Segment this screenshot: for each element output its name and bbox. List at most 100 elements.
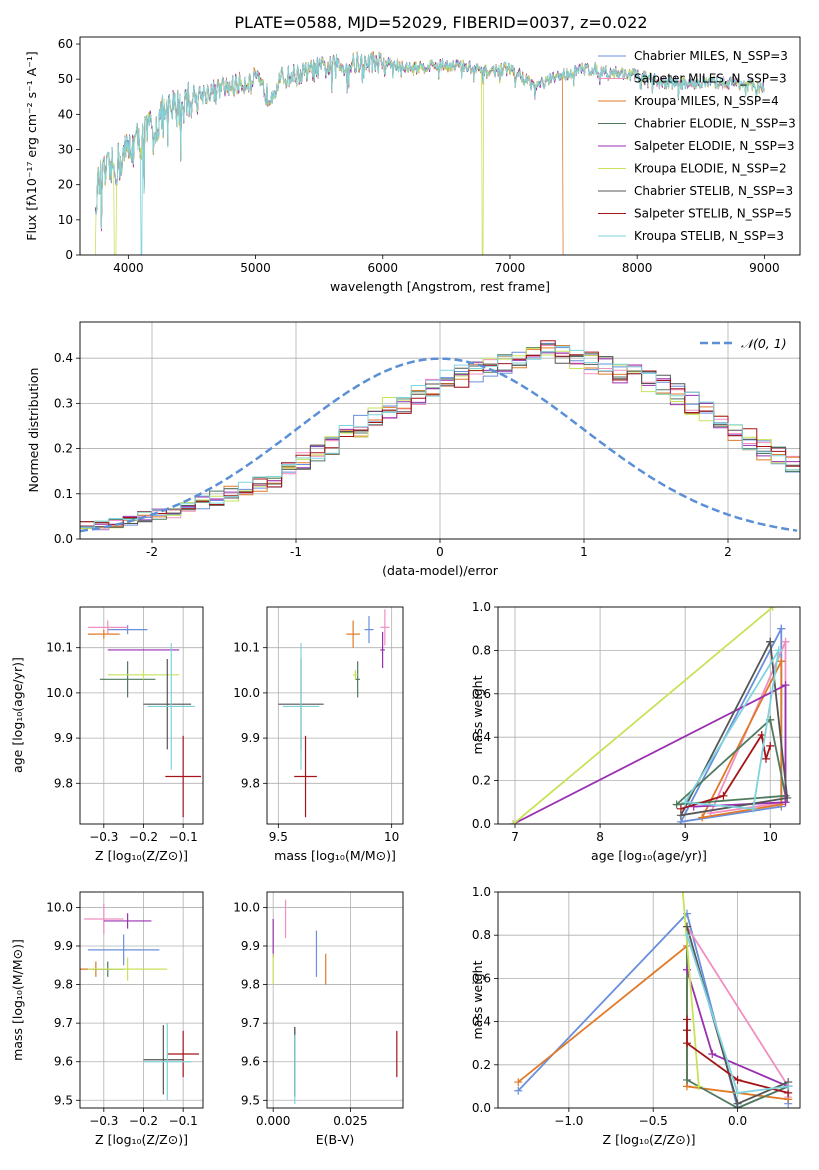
y-tick-label: 0.2 — [54, 442, 73, 456]
x-axis-label: E(B-V) — [316, 1132, 355, 1147]
y-tick-label: 0.6 — [472, 971, 491, 985]
errorbar-point-6 — [87, 957, 168, 981]
y-tick-label: 0.4 — [54, 351, 73, 365]
errorbar-point-3 — [346, 620, 360, 648]
y-axis-label: mass weight — [470, 675, 485, 754]
spectrum-series-3 — [94, 51, 567, 255]
x-tick-label: 7000 — [495, 261, 526, 275]
x-tick-label: −0.2 — [129, 1114, 158, 1128]
panel-2: -2 -1 0 1 2 0.0 0.1 0.2 0.3 0.4 (data-model)/error… — [26, 321, 801, 578]
weight-series-8 — [682, 1015, 793, 1097]
x-tick-label: 2 — [724, 545, 732, 559]
weight-line — [512, 683, 787, 824]
y-tick-label: 9.8 — [241, 776, 260, 790]
x-tick-label: 10 — [763, 830, 778, 844]
weight-series-9 — [681, 646, 783, 813]
x-tick-label: 4000 — [113, 261, 144, 275]
y-tick-label: 9.9 — [54, 939, 73, 953]
weight-marker — [509, 820, 518, 824]
y-tick-label: 9.7 — [241, 1016, 260, 1030]
y-tick-label: 0.3 — [54, 396, 73, 410]
y-tick-label: 9.9 — [241, 939, 260, 953]
x-tick-label: −0.1 — [169, 1114, 198, 1128]
weight-marker — [672, 800, 681, 809]
weight-marker — [698, 813, 707, 822]
y-tick-label: 0.8 — [472, 928, 491, 942]
weight-marker — [781, 798, 790, 807]
y-tick-label: 0.2 — [472, 774, 491, 788]
spectrum-series-9 — [94, 52, 765, 255]
x-tick-label: 0.000 — [256, 1114, 290, 1128]
plot-area — [87, 620, 202, 818]
errorbar-point-7 — [143, 658, 192, 750]
axes-frame — [79, 606, 204, 825]
weight-marker — [761, 754, 770, 763]
x-axis-label: wavelength [Angstrom, rest frame] — [330, 279, 550, 294]
errorbar-point-5 — [380, 631, 385, 669]
axes-frame — [497, 606, 801, 825]
histogram-series-9 — [80, 345, 800, 528]
axes-frame — [497, 891, 801, 1109]
legend-label-3: Kroupa MILES, N_SSP=4 — [634, 94, 779, 108]
errorbar-point-5 — [103, 913, 152, 929]
weight-marker — [733, 1075, 742, 1084]
y-tick-label: 9.9 — [54, 731, 73, 745]
weight-marker — [783, 793, 792, 802]
plot-area — [80, 340, 800, 533]
weight-marker — [777, 624, 786, 633]
x-tick-label: 9.5 — [269, 830, 288, 844]
weight-marker — [733, 1099, 742, 1108]
weight-line — [674, 719, 787, 806]
plot-area — [509, 607, 792, 824]
plot-area — [80, 903, 200, 1101]
y-axis-label: mass weight — [470, 960, 485, 1039]
y-tick-label: 10.1 — [233, 641, 260, 655]
x-tick-label: −0.5 — [639, 1114, 668, 1128]
y-tick-label: 0 — [65, 248, 73, 262]
y-tick-label: 0.0 — [472, 817, 491, 831]
x-tick-label: -1 — [290, 545, 302, 559]
weight-marker — [694, 1082, 703, 1091]
weight-marker — [777, 657, 786, 666]
errorbar-point-8 — [165, 735, 202, 818]
weight-line — [700, 660, 783, 819]
y-tick-label: 10.0 — [46, 686, 73, 700]
plot-area — [94, 51, 765, 255]
histogram-series-3 — [80, 345, 800, 529]
x-axis-label: Z [log₁₀(Z/Z⊙)] — [95, 1132, 188, 1147]
y-tick-label: 0.8 — [472, 643, 491, 657]
legend-label-1: Chabrier MILES, N_SSP=3 — [634, 49, 788, 63]
y-axis-label: Normed distribution — [26, 368, 41, 493]
legend-label-9: Kroupa STELIB, N_SSP=3 — [634, 229, 784, 243]
y-axis-label: mass [log₁₀(M/M⊙)] — [10, 939, 25, 1061]
weight-marker — [719, 791, 728, 800]
weight-line — [681, 892, 700, 1087]
weight-marker — [766, 741, 775, 750]
axes-frame — [266, 891, 404, 1109]
weight-marker — [766, 637, 775, 646]
errorbar-point-9 — [282, 643, 320, 770]
weight-line — [512, 607, 774, 824]
panel-7: 0.000 0.025 9.5 9.6 9.7 9.8 9.9 10.0 E(B-V) — [233, 891, 404, 1147]
y-tick-label: 0.4 — [472, 1015, 491, 1029]
y-tick-label: 50 — [58, 72, 73, 86]
errorbar-point-2 — [380, 609, 390, 646]
weight-marker — [768, 607, 777, 611]
y-tick-label: 1.0 — [472, 885, 491, 899]
y-tick-label: 9.5 — [241, 1093, 260, 1107]
weight-marker — [678, 877, 686, 885]
plot-area — [278, 609, 390, 818]
y-tick-label: 9.5 — [54, 1093, 73, 1107]
y-tick-label: 9.7 — [54, 1016, 73, 1030]
y-tick-label: 1.0 — [472, 600, 491, 614]
errorbar-point-6 — [353, 670, 358, 680]
x-tick-label: 9000 — [749, 261, 780, 275]
errorbar-point-2 — [87, 620, 128, 635]
y-tick-label: 0.0 — [472, 1101, 491, 1115]
errorbar-point-9 — [147, 643, 196, 770]
x-tick-label: −0.3 — [89, 1114, 118, 1128]
legend-label-gauss: 𝒩(0, 1) — [741, 336, 787, 351]
panel-4: 9.5 10 9.8 9.9 10.0 10.1 mass [log₁₀(M/M⊙)] — [233, 606, 404, 863]
x-tick-label: 8 — [596, 830, 604, 844]
x-tick-label: -2 — [146, 545, 158, 559]
